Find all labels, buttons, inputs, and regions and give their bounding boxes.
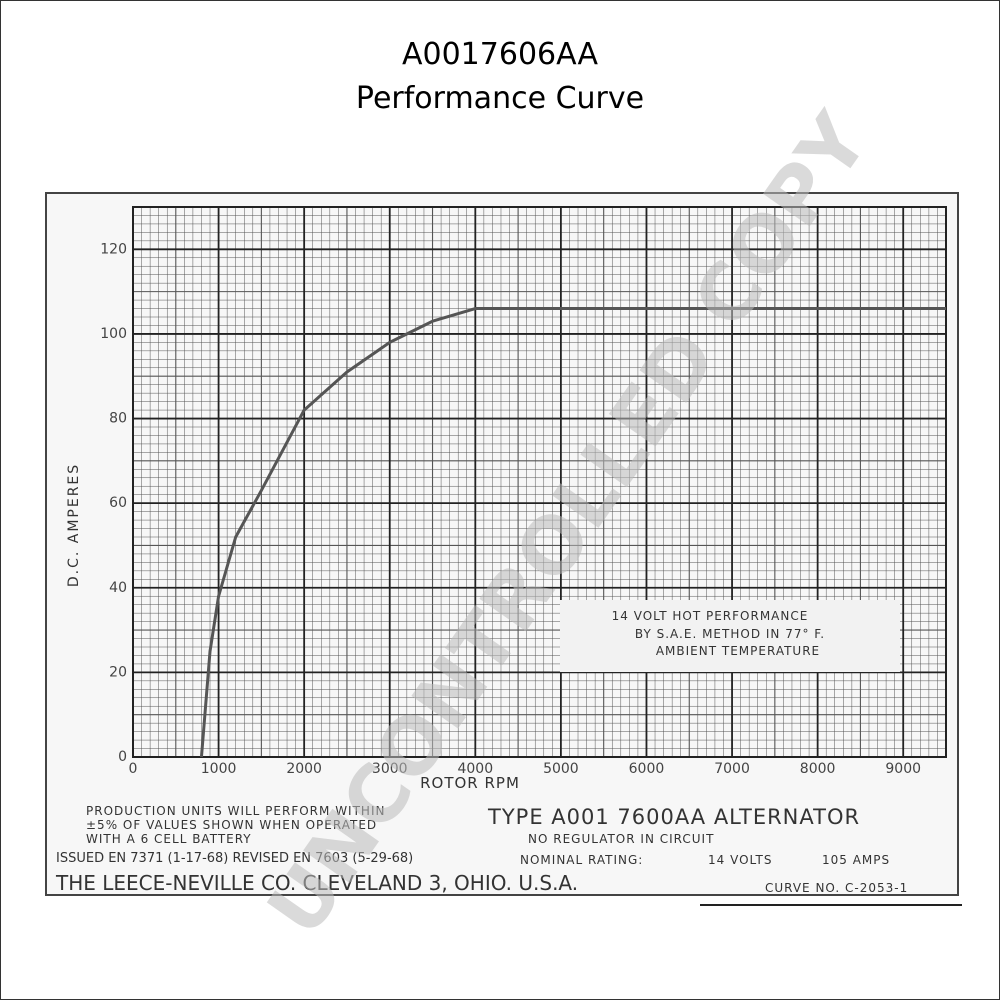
footer-company: THE LEECE-NEVILLE CO. CLEVELAND 3, OHIO.…: [55, 871, 578, 895]
x-tick-label: 8000: [800, 761, 836, 777]
footer-rating: NOMINAL RATING:: [520, 853, 643, 867]
footer-note: WITH A 6 CELL BATTERY: [86, 832, 252, 846]
footer-regulator: NO REGULATOR IN CIRCUIT: [528, 832, 714, 846]
x-tick-label: 3000: [372, 761, 408, 777]
y-axis-label: D.C. AMPERES: [66, 463, 82, 587]
footer-issued: ISSUED EN 7371 (1-17-68) REVISED EN 7603…: [56, 851, 413, 866]
annotation: 14 VOLT HOT PERFORMANCE: [612, 609, 809, 623]
chart-subtitle: Performance Curve: [356, 81, 644, 116]
x-tick-label: 5000: [543, 761, 579, 777]
x-tick-label: 7000: [714, 761, 750, 777]
chart-title: A0017606AA: [402, 37, 598, 72]
data-line: [199, 307, 946, 758]
x-tick-label: 0: [129, 761, 138, 777]
x-axis-label: ROTOR RPM: [420, 774, 520, 792]
plot-frame: [132, 206, 947, 758]
plot: [199, 307, 946, 758]
annotation-box: [560, 600, 900, 672]
y-tick-label: 0: [118, 749, 127, 765]
x-tick-label: 9000: [885, 761, 921, 777]
y-tick-label: 20: [109, 664, 127, 680]
x-tick-label: 2000: [286, 761, 322, 777]
y-tick-label: 100: [100, 326, 127, 342]
footer-volts: 14 VOLTS: [708, 853, 773, 867]
x-tick-label: 4000: [457, 761, 493, 777]
footer-curve-no: CURVE NO. C-2053-1: [765, 881, 908, 895]
y-tick-label: 60: [109, 495, 127, 511]
footer-note: PRODUCTION UNITS WILL PERFORM WITHIN: [86, 804, 385, 818]
footer-type: TYPE A001 7600AA ALTERNATOR: [487, 805, 860, 829]
y-tick-label: 120: [100, 241, 127, 257]
y-tick-label: 80: [109, 411, 127, 427]
x-tick-label: 6000: [629, 761, 665, 777]
annotation: AMBIENT TEMPERATURE: [656, 644, 820, 658]
footer-note: ±5% OF VALUES SHOWN WHEN OPERATED: [86, 818, 377, 832]
y-tick-label: 40: [109, 580, 127, 596]
annotation: BY S.A.E. METHOD IN 77° F.: [635, 627, 825, 641]
footer-amps: 105 AMPS: [822, 853, 890, 867]
x-tick-label: 1000: [201, 761, 237, 777]
